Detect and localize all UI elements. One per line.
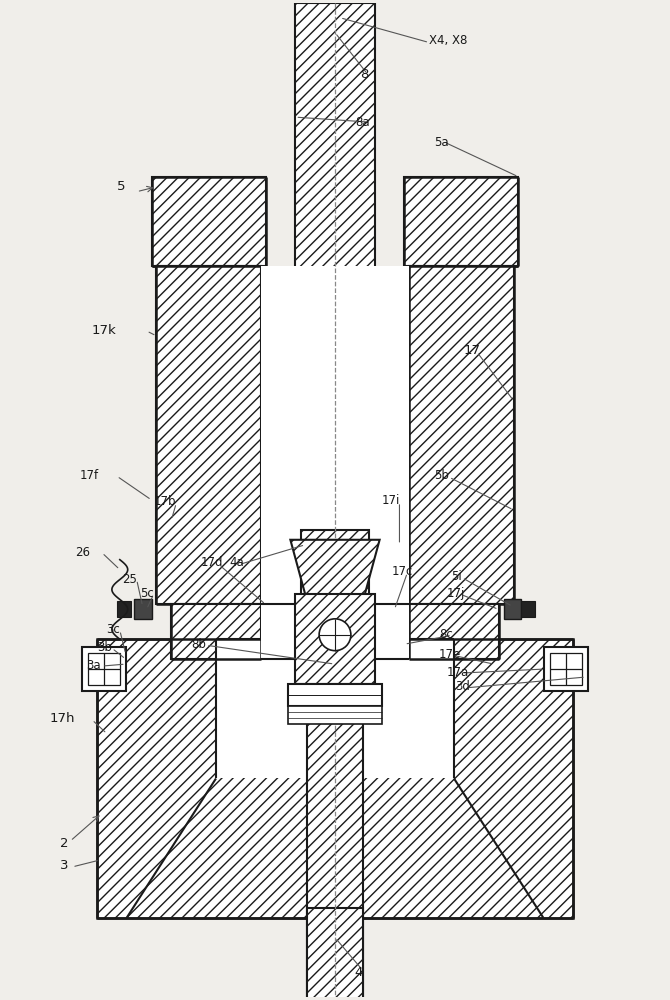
Text: 5i: 5i [451, 570, 462, 583]
Text: 8b: 8b [191, 638, 206, 651]
Bar [302, 530, 368, 699]
Text: 17h: 17h [50, 712, 75, 725]
Bar [82, 647, 126, 691]
Text: 17d: 17d [201, 556, 224, 569]
Text: X4, X8: X4, X8 [429, 34, 468, 47]
Bar [308, 699, 362, 1000]
Bar [134, 599, 151, 619]
Text: 5: 5 [117, 180, 125, 193]
Text: 17k: 17k [92, 324, 117, 337]
Text: 3a: 3a [86, 659, 100, 672]
Text: 3d: 3d [455, 680, 470, 693]
Bar [308, 908, 362, 1000]
Text: 3: 3 [60, 859, 69, 872]
Bar [216, 639, 454, 778]
Bar [409, 604, 498, 659]
Text: 8: 8 [360, 68, 368, 81]
Text: 8c: 8c [439, 628, 453, 641]
Text: 17f: 17f [80, 469, 99, 482]
Text: 5b: 5b [434, 469, 449, 482]
Polygon shape [290, 540, 380, 594]
Text: 17e: 17e [439, 648, 462, 661]
Text: 17j: 17j [447, 587, 466, 600]
Text: 4a: 4a [229, 556, 244, 569]
Text: 17: 17 [464, 344, 481, 357]
Text: 2: 2 [60, 837, 69, 850]
Text: 4: 4 [355, 966, 363, 979]
Bar [409, 266, 513, 604]
Bar [151, 177, 265, 266]
Bar [288, 706, 382, 724]
Bar [504, 599, 521, 619]
Text: 26: 26 [75, 546, 90, 559]
Bar [550, 653, 582, 685]
Text: 17b: 17b [153, 495, 176, 508]
Bar [157, 266, 261, 604]
Text: 5c: 5c [139, 587, 153, 600]
Bar [88, 653, 120, 685]
Bar [117, 601, 131, 617]
Bar [97, 639, 573, 918]
Text: 17a: 17a [447, 666, 469, 679]
Text: 25: 25 [122, 573, 137, 586]
Text: 3c: 3c [106, 623, 120, 636]
Text: 8a: 8a [355, 116, 369, 129]
Bar [295, 3, 375, 530]
Bar [172, 604, 261, 659]
Bar [521, 601, 535, 617]
Bar [405, 177, 519, 266]
Bar [544, 647, 588, 691]
Bar [288, 684, 382, 706]
Bar [295, 594, 375, 684]
Text: 17i: 17i [382, 493, 400, 506]
Text: 5a: 5a [434, 135, 449, 148]
Text: 3b: 3b [97, 641, 112, 654]
Bar [261, 266, 409, 659]
Text: 17c: 17c [391, 565, 413, 578]
Circle shape [319, 619, 351, 651]
